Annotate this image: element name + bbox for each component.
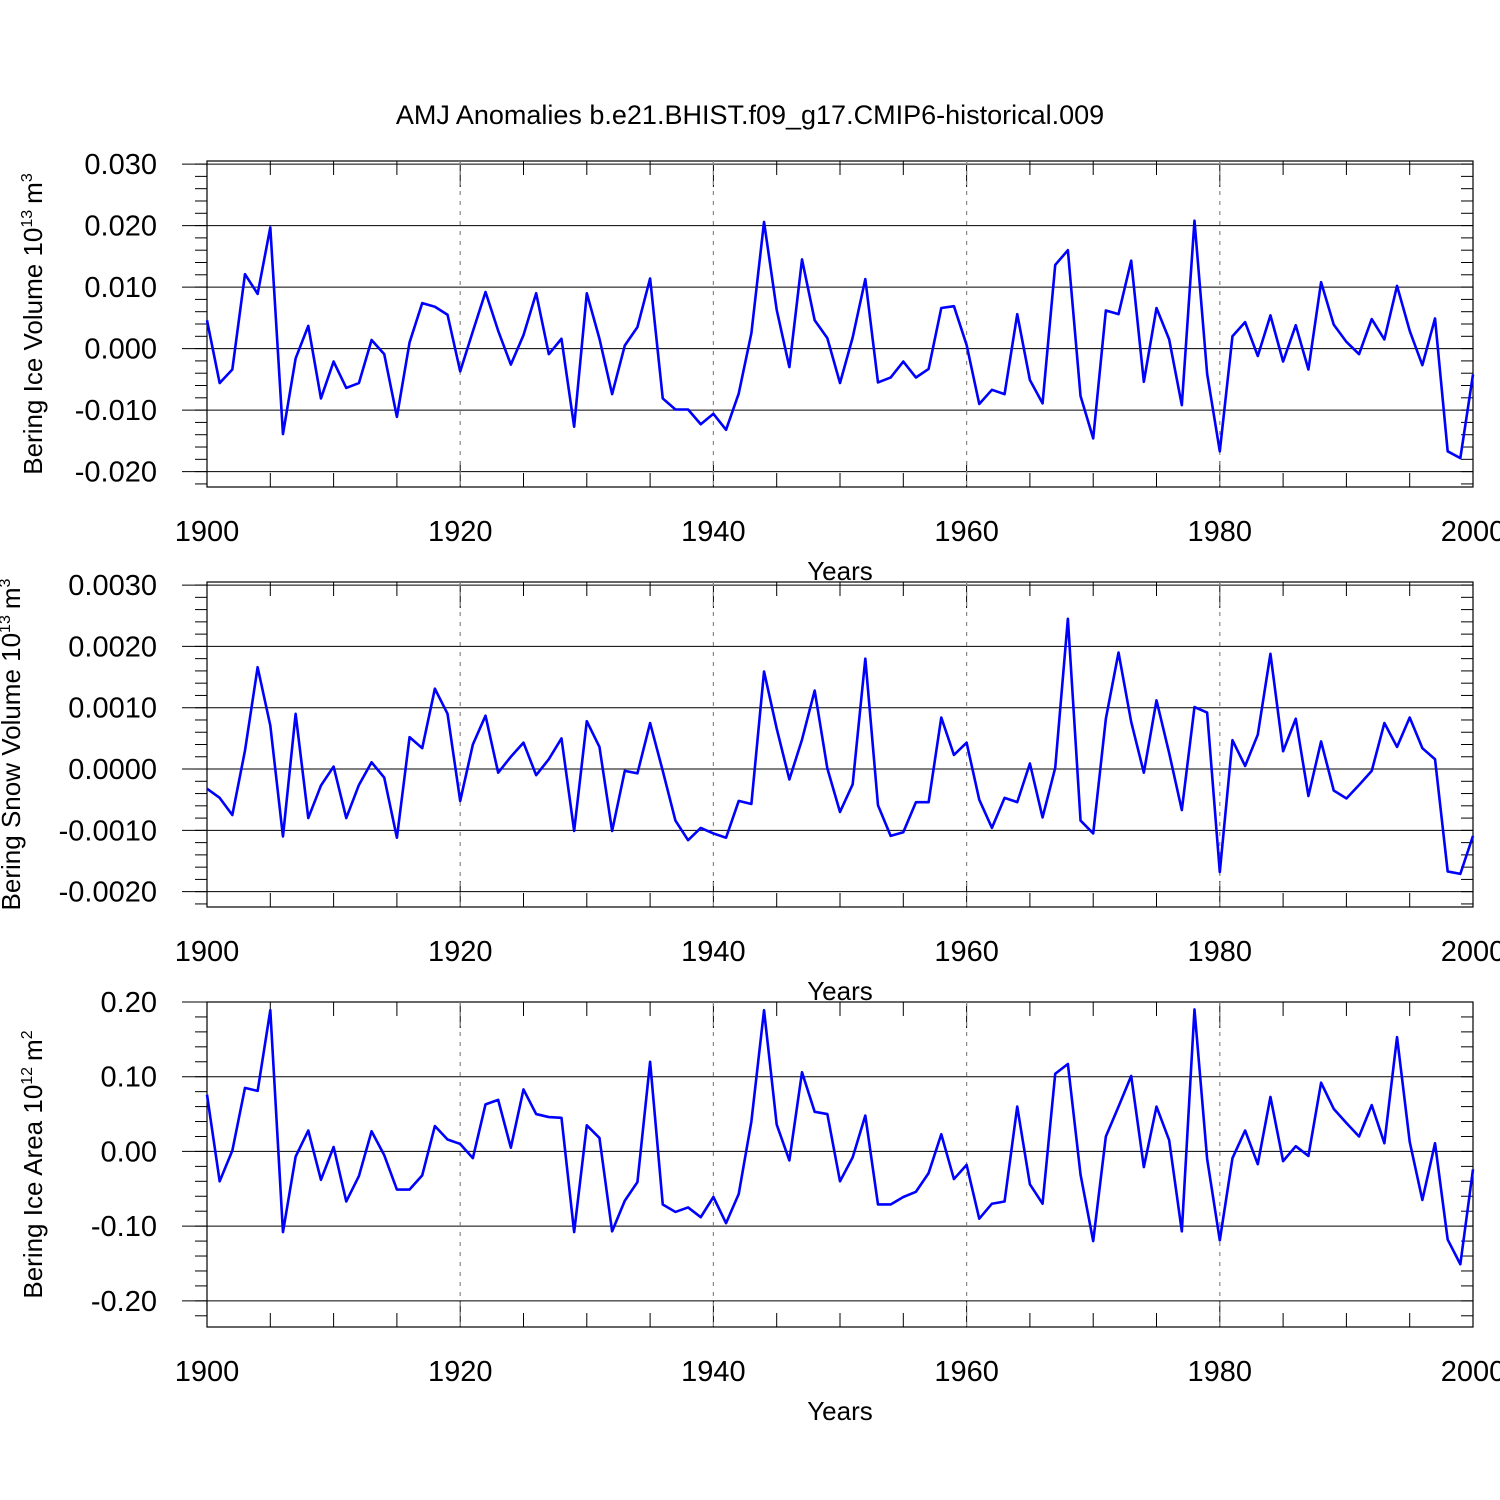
y-tick-label: 0.000 <box>84 334 157 366</box>
y-tick-label: 0.0030 <box>68 570 157 602</box>
x-tick-label: 1940 <box>681 1356 746 1388</box>
y-tick-label: -0.0020 <box>59 877 157 909</box>
series-line <box>205 219 1475 460</box>
y-tick-label: 0.030 <box>84 149 157 181</box>
x-tick-label: 1900 <box>175 1356 240 1388</box>
x-tick-label: 1980 <box>1188 516 1253 548</box>
y-tick-label: 0.00 <box>101 1136 157 1168</box>
y-tick-label: -0.0010 <box>59 815 157 847</box>
y-axis-title-superscript: 2 <box>19 1030 36 1039</box>
y-tick-label: 0.0000 <box>68 754 157 786</box>
x-tick-label: 2000 <box>1441 936 1500 968</box>
y-axis-title: Bering Ice Area 1012 m2 <box>18 1030 48 1298</box>
y-axis-title-part: m <box>0 587 26 609</box>
x-tick-label: 1920 <box>428 516 493 548</box>
series-line <box>206 617 1475 876</box>
panel-3: 0.20 0.10 0.00 -0.10 -0.20 1900 1920 1940 1960 19… <box>18 987 1500 1426</box>
y-axis-title-superscript: 3 <box>0 578 14 587</box>
x-tick-label: 1960 <box>934 1356 999 1388</box>
y-axis-title-superscript: 12 <box>19 1067 36 1085</box>
figure-title: AMJ Anomalies b.e21.BHIST.f09_g17.CMIP6-… <box>396 100 1104 130</box>
x-tick-label: 1900 <box>175 936 240 968</box>
series-line <box>205 1008 1475 1266</box>
y-axis-title-part: Bering Snow Volume 10 <box>0 633 26 911</box>
panels: 0.030 0.020 0.010 0.000 -0.010 -0.020 1900 1920… <box>0 149 1500 1426</box>
y-tick-label: 0.020 <box>84 211 157 243</box>
x-tick-label: 1900 <box>175 516 240 548</box>
x-tick-label: 1980 <box>1188 936 1253 968</box>
y-tick-label: 0.20 <box>101 987 157 1019</box>
plot-frame <box>206 160 1474 488</box>
y-tick-label: -0.010 <box>75 395 157 427</box>
x-tick-label: 1940 <box>681 936 746 968</box>
x-axis-title: Years <box>807 1396 873 1426</box>
y-axis-title: Bering Ice Volume 1013 m3 <box>18 173 48 475</box>
panel-2: 0.0030 0.0020 0.0010 0.0000 -0.0010 -0.0020 19… <box>0 570 1500 1006</box>
x-tick-label: 1920 <box>428 936 493 968</box>
x-tick-label: 2000 <box>1441 1356 1500 1388</box>
x-axis-title: Years <box>807 976 873 1006</box>
x-tick-label: 1980 <box>1188 1356 1253 1388</box>
x-tick-label: 1960 <box>934 516 999 548</box>
x-tick-label: 1960 <box>934 936 999 968</box>
y-axis-title-part: m <box>18 1039 48 1061</box>
y-tick-label: 0.0020 <box>68 631 157 663</box>
x-tick-label: 1940 <box>681 516 746 548</box>
y-tick-label: 0.010 <box>84 272 157 304</box>
y-axis-title-superscript: 3 <box>19 173 36 182</box>
y-tick-label: 0.0010 <box>68 693 157 725</box>
y-tick-label: 0.10 <box>101 1062 157 1094</box>
y-axis-title-superscript: 13 <box>0 615 14 633</box>
plot-frame <box>206 1001 1474 1328</box>
panel-1: 0.030 0.020 0.010 0.000 -0.010 -0.020 1900 1920… <box>18 149 1500 586</box>
x-tick-label: 1920 <box>428 1356 493 1388</box>
y-tick-label: -0.10 <box>91 1211 157 1243</box>
y-axis-title-superscript: 13 <box>19 210 36 228</box>
x-axis-title: Years <box>807 556 873 586</box>
y-tick-label: -0.020 <box>75 457 157 489</box>
y-axis-title-part: m <box>18 182 48 204</box>
y-axis-title-part: Bering Ice Volume 10 <box>18 228 48 475</box>
y-axis-title: Bering Snow Volume 1013 m3 <box>0 578 26 910</box>
y-axis-title-part: Bering Ice Area 10 <box>18 1085 48 1299</box>
x-tick-label: 2000 <box>1441 516 1500 548</box>
y-tick-label: -0.20 <box>91 1286 157 1318</box>
